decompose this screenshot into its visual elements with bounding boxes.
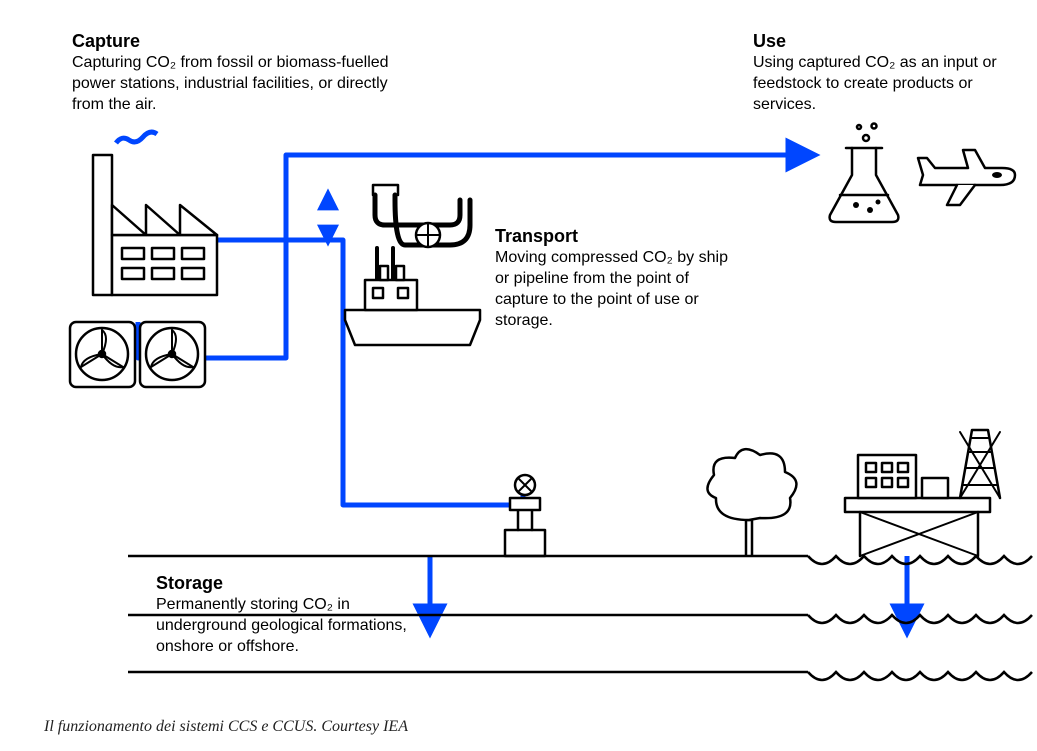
flow-lines [102,132,907,628]
fan-icon-right [140,322,205,387]
use-block: Use Using captured CO₂ as an input or fe… [753,30,1008,116]
capture-title: Capture [72,30,422,53]
factory-icon [93,155,217,295]
use-desc: Using captured CO₂ as an input or feedst… [753,53,1008,115]
storage-block: Storage Permanently storing CO₂ in under… [156,572,416,658]
ship-pipeline-icon [345,185,480,345]
flask-icon [830,124,899,223]
capture-desc: Capturing CO₂ from fossil or biomass-fue… [72,53,422,115]
figure-caption: Il funzionamento dei sistemi CCS e CCUS.… [44,718,408,736]
fan-icon-left [70,322,135,387]
offshore-platform-icon [845,430,1000,556]
use-title: Use [753,30,1008,53]
storage-title: Storage [156,572,416,595]
transport-block: Transport Moving compressed CO₂ by ship … [495,225,745,332]
capture-block: Capture Capturing CO₂ from fossil or bio… [72,30,422,116]
diagram-canvas: Capture Capturing CO₂ from fossil or bio… [0,0,1037,751]
valve-icon [505,475,545,556]
storage-desc: Permanently storing CO₂ in underground g… [156,595,416,657]
airplane-icon [918,150,1015,205]
transport-desc: Moving compressed CO₂ by ship or pipelin… [495,248,745,331]
tree-icon [707,449,796,555]
transport-title: Transport [495,225,745,248]
